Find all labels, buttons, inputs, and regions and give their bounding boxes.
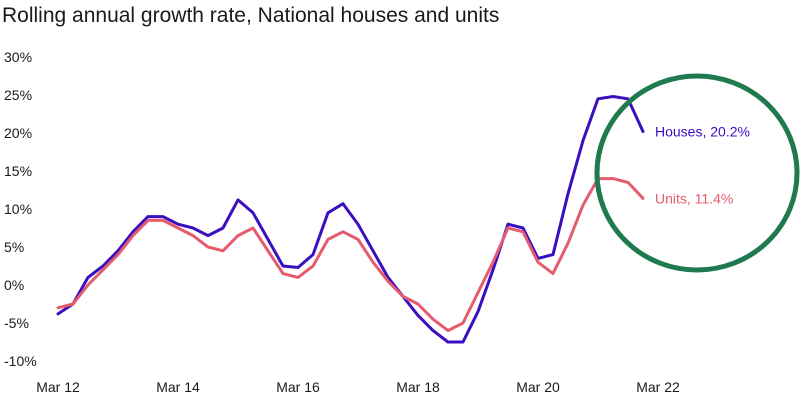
series-line-houses bbox=[56, 95, 645, 344]
x-tick-label: Mar 14 bbox=[156, 379, 200, 395]
x-tick-label: Mar 18 bbox=[396, 379, 440, 395]
x-tick-label: Mar 12 bbox=[36, 379, 80, 395]
highlight-circle bbox=[594, 73, 800, 273]
x-tick-label: Mar 22 bbox=[636, 379, 680, 395]
y-tick-label: 20% bbox=[4, 125, 32, 141]
chart-title: Rolling annual growth rate, National hou… bbox=[2, 4, 500, 27]
series-line-units bbox=[56, 177, 645, 333]
y-tick-label: -5% bbox=[4, 315, 29, 331]
series-end-label-houses: Houses, 20.2% bbox=[655, 123, 750, 139]
y-tick-label: 5% bbox=[4, 239, 24, 255]
series-end-label-units: Units, 11.4% bbox=[655, 190, 733, 206]
y-tick-label: 25% bbox=[4, 87, 32, 103]
x-tick-label: Mar 20 bbox=[516, 379, 560, 395]
y-tick-label: 15% bbox=[4, 163, 32, 179]
y-tick-label: -10% bbox=[4, 353, 37, 369]
x-tick-label: Mar 16 bbox=[276, 379, 320, 395]
y-tick-label: 0% bbox=[4, 277, 24, 293]
y-tick-label: 10% bbox=[4, 201, 32, 217]
y-tick-label: 30% bbox=[4, 49, 32, 65]
